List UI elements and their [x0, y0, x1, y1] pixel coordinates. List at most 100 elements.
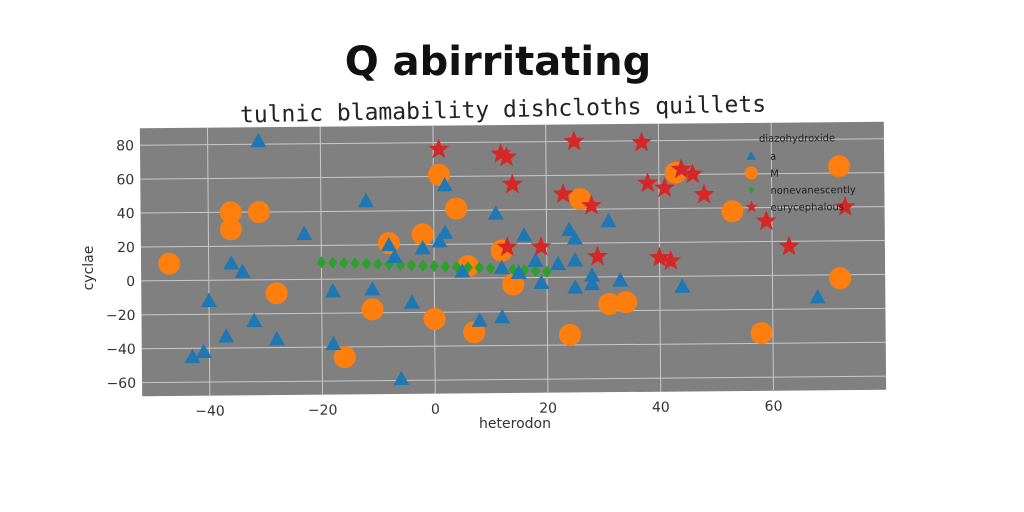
data-point-star: [755, 210, 777, 231]
data-point-diamond: [474, 261, 485, 274]
series-triangle: [184, 132, 826, 386]
data-point-triangle: [357, 192, 374, 208]
legend-marker-triangle: [746, 151, 756, 160]
plot-area: −40 −20 0 20 40 60 −60 −40 −20 0 20 40 60 80 diazohyd…: [106, 121, 887, 420]
data-point-star: [530, 235, 552, 256]
legend-marker-star: [745, 200, 758, 213]
grid-line-x: [770, 122, 774, 391]
data-point-star: [563, 130, 585, 151]
data-point-triangle: [431, 232, 448, 248]
chart-subtitle: tulnic blamability dishcloths quillets: [240, 91, 767, 128]
data-point-triangle: [296, 225, 313, 241]
data-point-diamond: [316, 256, 327, 269]
legend-label: a: [770, 152, 776, 163]
grid-line-x: [545, 124, 549, 393]
data-point-diamond: [339, 256, 349, 269]
x-tick-label: 20: [539, 401, 557, 417]
legend-marker-diamond: [748, 186, 755, 194]
data-point-circle: [615, 291, 638, 314]
data-point-triangle: [403, 294, 420, 309]
data-point-diamond: [429, 260, 439, 273]
data-point-circle: [559, 323, 582, 346]
data-point-circle: [502, 273, 525, 296]
data-point-star: [834, 195, 856, 216]
data-point-diamond: [327, 256, 338, 269]
data-point-triangle: [269, 331, 286, 346]
data-point-triangle: [674, 278, 691, 293]
data-point-circle: [445, 197, 468, 220]
data-point-diamond: [361, 257, 372, 270]
data-point-triangle: [566, 230, 583, 245]
data-point-star: [631, 131, 653, 152]
legend-label: M: [770, 169, 779, 180]
data-point-diamond: [372, 258, 383, 271]
data-point-star: [490, 142, 512, 163]
data-point-star: [496, 236, 518, 257]
x-tick-label: −40: [195, 404, 225, 420]
data-point-triangle: [584, 275, 601, 291]
data-point-triangle: [393, 370, 410, 386]
y-tick-label: −20: [106, 308, 136, 324]
data-point-triangle: [567, 279, 584, 294]
data-point-star: [501, 173, 523, 194]
y-tick-label: 0: [126, 274, 135, 290]
data-point-triangle: [386, 248, 403, 264]
data-point-diamond: [418, 259, 428, 272]
grid-line-x: [206, 127, 211, 396]
data-marks: [158, 130, 856, 386]
data-point-triangle: [201, 292, 218, 308]
legend-label: nonevanescently: [770, 185, 855, 197]
data-point-triangle: [223, 255, 240, 270]
data-point-triangle: [325, 335, 342, 351]
data-point-triangle: [600, 212, 617, 228]
data-point-triangle: [533, 274, 550, 289]
data-point-circle: [750, 322, 773, 345]
data-point-circle: [721, 200, 744, 223]
data-point-circle: [829, 267, 852, 290]
data-point-triangle: [550, 255, 567, 271]
x-tick-label: −20: [308, 403, 338, 419]
data-point-circle: [265, 282, 288, 305]
y-tick-label: 40: [117, 206, 135, 222]
data-point-star: [587, 245, 608, 266]
y-tick-label: −60: [106, 376, 136, 392]
data-point-triangle: [246, 312, 263, 328]
grid-line-y: [142, 375, 887, 384]
x-axis-label: heterodon: [479, 416, 551, 432]
data-point-triangle: [437, 224, 454, 239]
grid-line-y: [141, 307, 886, 316]
series-star: [428, 130, 856, 270]
data-point-triangle: [584, 267, 601, 282]
data-point-triangle: [561, 221, 578, 237]
data-point-star: [654, 177, 675, 198]
data-point-triangle: [493, 259, 510, 275]
data-point-triangle: [380, 236, 397, 252]
y-tick-label: 20: [117, 240, 135, 256]
y-tick-label: 80: [116, 138, 134, 154]
chart-title: Q abirritating: [345, 39, 651, 85]
data-point-triangle: [414, 239, 431, 255]
data-point-diamond: [406, 259, 417, 272]
data-point-circle: [361, 298, 384, 321]
data-point-triangle: [454, 263, 471, 278]
data-point-triangle: [494, 308, 511, 324]
data-point-diamond: [350, 257, 361, 270]
data-point-diamond: [463, 261, 473, 274]
data-point-star: [428, 138, 450, 159]
x-tick-label: 40: [652, 400, 670, 416]
data-point-circle: [423, 308, 446, 331]
data-point-circle: [333, 346, 356, 369]
y-axis-label: cyclae: [81, 246, 97, 291]
data-point-star: [670, 158, 692, 179]
legend-marker-circle: [744, 166, 758, 180]
data-point-star: [682, 163, 704, 184]
data-point-triangle: [809, 289, 826, 304]
data-point-diamond: [440, 260, 451, 273]
y-tick-label: −40: [106, 342, 136, 358]
data-point-triangle: [250, 132, 267, 148]
data-point-triangle: [516, 227, 533, 242]
data-point-triangle: [510, 264, 527, 279]
data-point-triangle: [195, 343, 212, 359]
